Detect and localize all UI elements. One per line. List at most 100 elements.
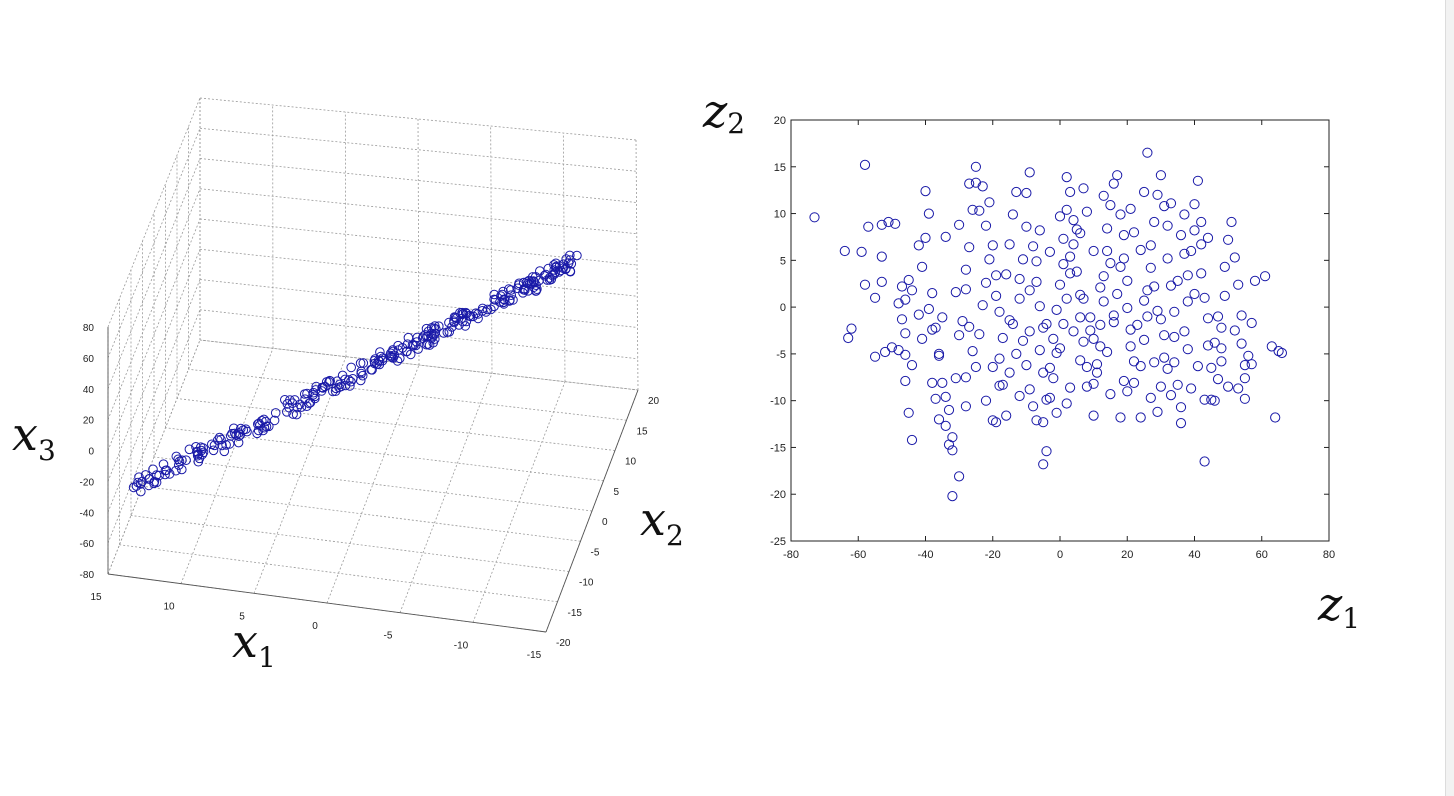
data-point <box>1135 412 1146 423</box>
data-point-3d <box>546 274 557 285</box>
data-point <box>1095 282 1106 293</box>
data-point-3d <box>160 469 170 480</box>
data-point <box>883 216 894 228</box>
data-point-3d <box>258 425 268 436</box>
data-point-3d <box>330 386 341 397</box>
x2-tick-label: 0 <box>602 517 608 528</box>
x-ticks: -80 -60 -40 -20 0 20 40 60 80 <box>783 120 1335 561</box>
data-point-3d <box>213 435 223 445</box>
data-point-3d <box>526 276 537 287</box>
data-point-3d <box>447 322 457 332</box>
data-point <box>937 377 948 388</box>
data-point <box>1041 446 1052 457</box>
data-point <box>1054 211 1066 222</box>
data-point <box>1135 244 1146 256</box>
data-point-3d <box>128 482 139 493</box>
data-point-3d <box>438 328 449 338</box>
x1-tick-label: -10 <box>454 640 469 651</box>
data-point-3d <box>173 454 183 465</box>
grid-line <box>130 515 570 572</box>
data-point-3d <box>346 376 356 387</box>
data-point <box>893 345 904 356</box>
data-point <box>1179 326 1190 337</box>
data-point-3d <box>191 442 201 452</box>
data-point <box>1145 240 1156 251</box>
data-point <box>980 395 992 406</box>
data-point-3d <box>421 323 432 334</box>
data-point <box>903 407 914 418</box>
data-point <box>1044 362 1056 373</box>
data-point <box>1085 325 1096 336</box>
data-point <box>870 292 881 303</box>
data-point-3d <box>269 415 280 426</box>
x-tick-label: 60 <box>1256 549 1268 561</box>
data-point <box>1075 228 1086 239</box>
data-point <box>1139 334 1150 345</box>
data-point-3d <box>219 446 230 457</box>
x2-tick-label: 20 <box>648 396 660 407</box>
data-point <box>1024 326 1035 337</box>
data-point <box>900 328 911 339</box>
x-tick-label: -80 <box>783 549 799 561</box>
data-point <box>960 401 972 412</box>
data-point-3d <box>252 428 262 439</box>
data-point <box>1172 379 1183 390</box>
data-point <box>997 332 1008 344</box>
data-point-3d <box>308 387 319 398</box>
x1-tick-label: 0 <box>312 621 318 632</box>
data-point <box>1075 312 1086 323</box>
data-point <box>927 288 938 299</box>
x1-tick-label: 5 <box>239 611 245 622</box>
data-point <box>1165 280 1177 291</box>
data-point <box>1034 345 1045 356</box>
data-point-3d <box>481 307 491 317</box>
data-point <box>1078 293 1089 304</box>
data-point <box>1017 335 1029 346</box>
data-point <box>1112 288 1123 300</box>
data-point <box>1165 390 1177 401</box>
data-point-3d <box>514 278 524 289</box>
data-point <box>1075 355 1086 366</box>
data-point <box>994 353 1005 364</box>
points-3d <box>128 250 582 497</box>
data-point <box>1172 275 1183 286</box>
data-point-3d <box>482 304 493 315</box>
x3-tick-label: 80 <box>83 323 95 334</box>
data-point <box>906 434 918 446</box>
data-point <box>1169 331 1180 343</box>
data-point-3d <box>549 265 560 275</box>
grid-line <box>188 368 627 421</box>
data-point <box>1145 262 1156 273</box>
x3-tick-label: 20 <box>83 416 95 427</box>
data-point <box>1098 296 1109 307</box>
data-point-3d <box>489 289 500 300</box>
data-point <box>1196 268 1207 279</box>
data-point <box>1132 319 1143 330</box>
grid-line <box>176 398 616 451</box>
data-point <box>1145 392 1156 403</box>
data-point <box>1065 251 1076 262</box>
data-point-3d <box>549 269 560 280</box>
x1-tick-label: 15 <box>90 592 102 603</box>
data-point-3d <box>231 430 241 440</box>
data-point <box>1125 341 1136 352</box>
data-point-3d <box>325 376 336 386</box>
data-point <box>957 316 968 327</box>
data-point-3d <box>518 288 528 298</box>
data-point-3d <box>305 397 316 408</box>
data-point <box>1085 312 1096 323</box>
data-point-3d <box>181 455 191 466</box>
y-tick-label: -20 <box>770 489 786 501</box>
data-point <box>1182 296 1193 307</box>
grid-line <box>490 125 493 374</box>
data-point <box>1155 381 1167 392</box>
data-point <box>880 346 891 358</box>
data-point <box>954 219 965 230</box>
x2-tick-label: -10 <box>579 578 594 589</box>
data-point <box>1108 317 1119 328</box>
data-point-3d <box>387 352 397 363</box>
data-point-3d <box>302 401 312 412</box>
data-point-3d <box>208 445 219 456</box>
data-point <box>1017 254 1029 265</box>
data-point <box>1102 346 1113 358</box>
